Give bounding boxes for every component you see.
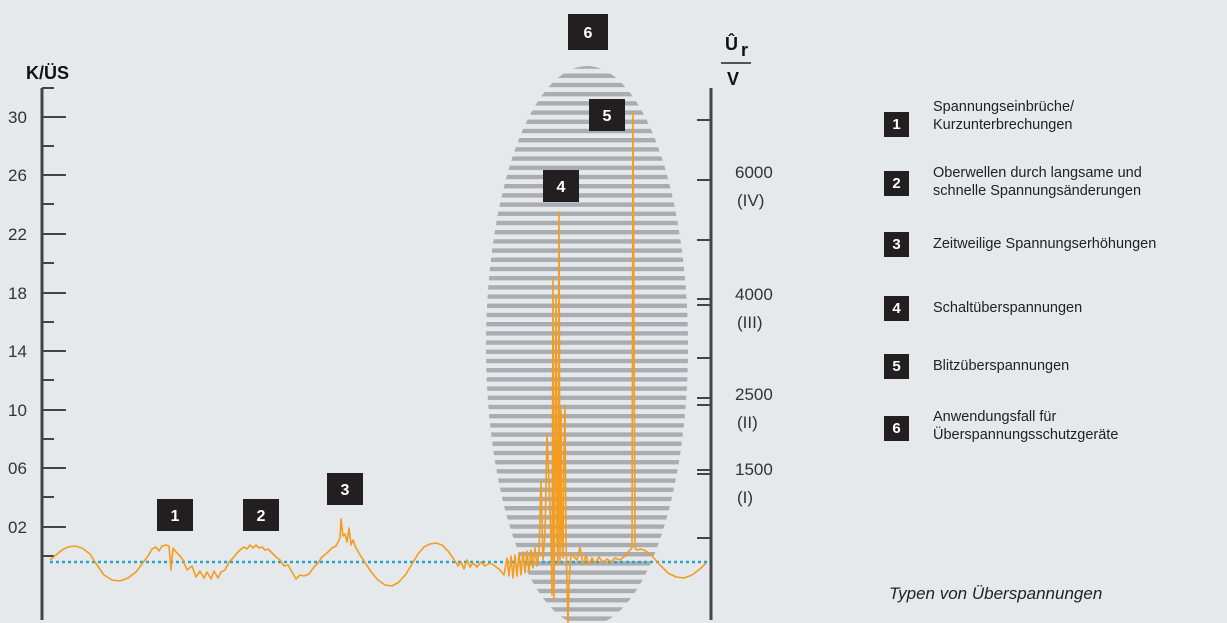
left-tick-label: 18 (8, 284, 27, 303)
legend-label: Schaltüberspannungen (933, 300, 1083, 316)
right-axis-subscript: r (741, 40, 748, 60)
legend-label: Spannungseinbrüche/Kurzunterbrechungen (933, 99, 1075, 133)
left-tick-label: 10 (8, 401, 27, 420)
badge-3: 3 (327, 473, 363, 505)
legend-badge: 3 (884, 232, 909, 257)
right-axis-symbol: Û (725, 33, 738, 54)
voltage-signal (49, 111, 707, 623)
legend-label: Oberwellen durch langsame und schnelle Sp… (933, 165, 1142, 199)
badge-2: 2 (243, 499, 279, 531)
legend-badge: 4 (884, 296, 909, 321)
left-axis: K/ÜS 30 26 22 18 14 10 06 02 (8, 63, 69, 620)
legend-label: Zeitweilige Spannungserhöhungen (933, 236, 1157, 252)
svg-text:2: 2 (257, 508, 266, 525)
right-tick-category: (I) (737, 488, 753, 507)
svg-text:5: 5 (603, 108, 612, 125)
left-tick-label: 30 (8, 108, 27, 127)
badge-4: 4 (543, 170, 579, 202)
svg-text:1: 1 (171, 508, 180, 525)
svg-text:6: 6 (584, 25, 593, 42)
left-tick-label: 26 (8, 166, 27, 185)
left-tick-label: 14 (8, 342, 27, 361)
application-zone-ellipse (486, 66, 688, 623)
left-tick-label: 02 (8, 518, 27, 537)
right-tick-value: 4000 (735, 285, 773, 304)
legend-label: Anwendungsfall für Überspannungsschutzger… (933, 409, 1119, 443)
badge-1: 1 (157, 499, 193, 531)
right-tick-category: (III) (737, 313, 763, 332)
svg-text:4: 4 (557, 179, 566, 196)
right-axis-unit: V (727, 69, 739, 89)
legend-label: Blitzüberspannungen (933, 358, 1070, 374)
legend-badge: 5 (884, 354, 909, 379)
legend-badge: 6 (884, 416, 909, 441)
legend-badge: 2 (884, 171, 909, 196)
left-tick-label: 22 (8, 225, 27, 244)
badge-5: 5 (589, 99, 625, 131)
svg-text:3: 3 (341, 482, 350, 499)
right-tick-value: 6000 (735, 163, 773, 182)
right-tick-value: 2500 (735, 385, 773, 404)
left-axis-title: K/ÜS (26, 63, 69, 83)
figure-caption: Typen von Überspannungen (889, 584, 1103, 603)
left-tick-label: 06 (8, 459, 27, 478)
right-tick-category: (II) (737, 413, 758, 432)
right-axis: Û r V 6000 (IV) 4000 (III) 2500 (II) 1500 (I) (697, 33, 773, 620)
legend-badge: 1 (884, 112, 909, 137)
badge-6: 6 (568, 14, 608, 50)
right-tick-value: 1500 (735, 460, 773, 479)
right-tick-category: (IV) (737, 191, 764, 210)
